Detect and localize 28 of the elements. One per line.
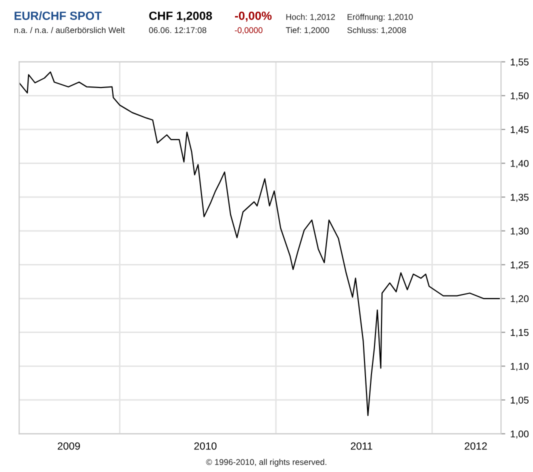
text: Hoch: 1,2012	[286, 14, 335, 21]
y-tick-label: 1,15	[510, 329, 529, 338]
y-tick-label: 1,45	[510, 126, 529, 134]
text: CHF 1,2008	[149, 12, 212, 22]
y-tick-label: 1,35	[510, 194, 529, 202]
y-tick-label: 1,05	[510, 396, 529, 405]
y-tick-label: 1,50	[510, 92, 529, 100]
text: 06.06. 12:17:08	[149, 27, 206, 34]
y-tick-label: 1,55	[510, 58, 529, 67]
line-series	[19, 71, 500, 416]
y-tick-label: 1,00	[510, 430, 529, 439]
x-tick-label: 2009	[58, 442, 80, 450]
chart-subtitle: n.a. / n.a. / außerbörslich Welt	[14, 27, 125, 34]
y-tick-label: 1,20	[510, 295, 529, 304]
text: Eröffnung: 1,2010	[348, 14, 413, 22]
text: -0,00%	[234, 12, 272, 22]
y-tick-label: 1,10	[510, 362, 529, 371]
text: © 1996-2010, all rights reserved.	[206, 458, 326, 467]
text: -0,0000	[234, 27, 262, 34]
x-tick-label: 2010	[194, 442, 217, 450]
x-tick-label: 2011	[350, 442, 372, 450]
text: Tief: 1,2000	[286, 27, 330, 34]
y-tick-label: 1,30	[510, 228, 529, 236]
chart-title: EUR/CHF SPOT	[14, 11, 102, 20]
text: Schluss: 1,2008	[347, 27, 406, 34]
y-tick-label: 1,40	[510, 160, 529, 168]
x-tick-label: 2012	[464, 442, 487, 450]
y-tick-label: 1,25	[510, 261, 529, 270]
